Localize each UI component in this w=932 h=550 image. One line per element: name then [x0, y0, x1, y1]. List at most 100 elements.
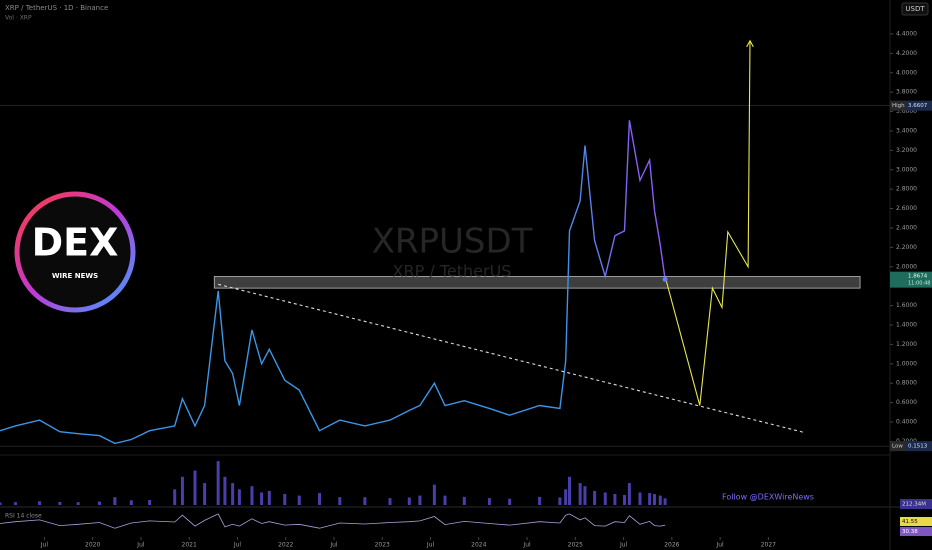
x-tick-label: Jul: [715, 542, 724, 549]
x-tick-label: 2025: [568, 542, 583, 549]
series-line: [218, 283, 806, 434]
y-tick-label: 0.4000: [896, 419, 917, 426]
volume-bar: [432, 484, 436, 505]
volume-bar: [658, 495, 662, 505]
last-price-box: [890, 271, 932, 288]
currency-box[interactable]: [901, 2, 929, 16]
volume-bar: [76, 502, 80, 505]
y-tick-label: 0.6000: [896, 399, 917, 406]
rsi-ma-box: [900, 527, 932, 536]
y-tick-label: 2.2000: [896, 244, 917, 251]
watermark-sub: XRP / TetherUS: [393, 262, 512, 281]
volume-bar: [129, 500, 133, 505]
watermark: XRPUSDT: [372, 222, 533, 262]
volume-bar: [462, 496, 466, 505]
low-value: 0.1513: [908, 444, 928, 450]
rsi-last: 41.55: [902, 519, 918, 525]
volume-bar: [338, 497, 342, 505]
volume-bar: [648, 493, 652, 505]
countdown: 11:00:48: [908, 281, 930, 287]
volume-bar: [216, 461, 220, 505]
rsi-label: RSI 14 close: [5, 513, 42, 520]
volume-bar: [250, 486, 254, 505]
volume-bar: [538, 496, 542, 505]
x-tick-label: Jul: [619, 542, 628, 549]
volume-bar: [407, 497, 411, 505]
volume-bar: [173, 489, 177, 505]
currency[interactable]: USDT: [905, 5, 925, 13]
y-tick-label: 2.0000: [896, 263, 917, 270]
series-line: [664, 40, 751, 406]
annotation: Follow @DEXWireNews: [722, 493, 814, 502]
volume-bar: [652, 494, 656, 505]
y-tick-label: 3.0000: [896, 166, 917, 173]
x-tick-label: Jul: [233, 542, 242, 549]
volume-bar: [267, 490, 271, 505]
y-tick-label: 2.6000: [896, 205, 917, 212]
volume-bar: [223, 476, 227, 505]
volume-bar: [58, 501, 62, 505]
volume-bar: [623, 494, 627, 505]
y-tick-label: 1.2000: [896, 341, 917, 348]
y-tick-label: 3.6000: [896, 108, 917, 115]
high-value: 3.6607: [908, 103, 928, 109]
volume-bar: [388, 498, 392, 505]
high-label-box: [890, 100, 906, 111]
y-tick-label: 1.4000: [896, 322, 917, 329]
last-point: [662, 276, 668, 282]
volume-bar: [297, 495, 301, 505]
y-tick-label: 1.6000: [896, 302, 917, 309]
volume-bar: [113, 497, 117, 505]
x-tick-label: 2022: [278, 542, 293, 549]
volume-bar: [627, 483, 631, 505]
volume-bar: [231, 483, 235, 505]
volume-bar: [443, 495, 447, 505]
chart-subtitle: Vol · XRP: [5, 15, 32, 22]
y-tick-label: 3.8000: [896, 89, 917, 96]
y-tick-label: 2.4000: [896, 224, 917, 231]
x-tick-label: Jul: [136, 542, 145, 549]
plot: [0, 39, 890, 529]
logo: DEX WIRE NEWS: [14, 191, 136, 313]
volume-bar: [318, 493, 322, 505]
volume-bar: [508, 498, 512, 505]
x-tick-label: Jul: [522, 542, 531, 549]
high-label: High: [892, 103, 905, 109]
y-tick-label: 4.0000: [896, 69, 917, 76]
volume-bar: [148, 499, 152, 505]
volume-bar: [564, 489, 568, 505]
volume-bar: [363, 497, 367, 505]
volume-bar: [603, 492, 607, 505]
x-tick-label: 2021: [182, 542, 197, 549]
logo-subtext: WIRE NEWS: [52, 272, 98, 280]
x-tick-label: Jul: [426, 542, 435, 549]
x-tick-label: 2024: [471, 542, 486, 549]
volume-bar: [583, 486, 587, 505]
volume-bar: [203, 483, 207, 505]
volume-bar: [38, 501, 42, 505]
series-line: [0, 120, 666, 445]
y-tick-label: 3.4000: [896, 127, 917, 134]
volume-bar: [260, 492, 264, 505]
volume-bar: [578, 483, 582, 505]
last-price: 1.8674: [908, 274, 928, 280]
volume-bar: [487, 498, 491, 505]
low-value-box: [906, 441, 932, 452]
logo-text: DEX: [32, 221, 119, 265]
x-tick-label: 2023: [375, 542, 390, 549]
volume-bar: [613, 494, 617, 505]
volume-bar: [593, 490, 597, 505]
y-tick-label: 2.8000: [896, 186, 917, 193]
high-value-box: [906, 100, 932, 111]
volume-bar: [283, 494, 287, 505]
chart-title: XRP / TetherUS · 1D · Binance: [5, 4, 108, 12]
x-tick-label: 2020: [85, 542, 100, 549]
x-tick-label: Jul: [329, 542, 338, 549]
y-tick-label: 0.8000: [896, 380, 917, 387]
x-tick-label: 2027: [761, 542, 776, 549]
volume-bar: [418, 495, 422, 505]
volume-label-box: [900, 499, 932, 509]
y-tick-label: 3.2000: [896, 147, 917, 154]
